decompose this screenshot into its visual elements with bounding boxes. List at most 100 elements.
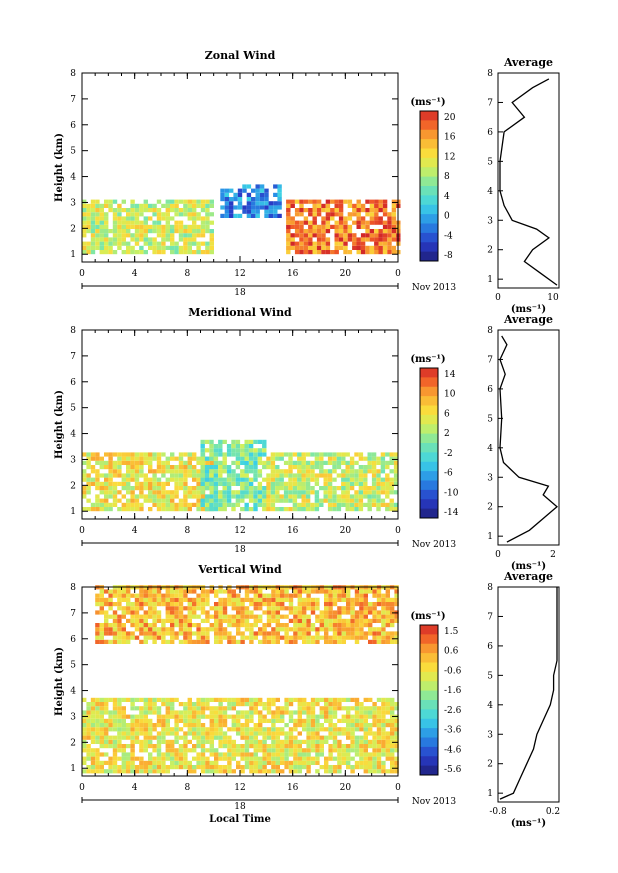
heatmap-cell <box>240 610 245 615</box>
heatmap-cell <box>359 723 364 728</box>
heatmap-cell <box>253 756 258 761</box>
heatmap-cell <box>156 494 162 499</box>
colorbar-swatch <box>420 690 438 701</box>
heatmap-cell <box>246 201 252 206</box>
heatmap-cell <box>200 752 206 757</box>
heatmap-cell <box>152 250 157 255</box>
heatmap-cell <box>130 473 135 478</box>
heatmap-cell <box>385 623 390 628</box>
heatmap-cell <box>385 618 390 623</box>
heatmap-cell <box>205 208 210 213</box>
heatmap-cell <box>165 769 170 774</box>
heatmap-cell <box>187 623 192 628</box>
heatmap-cell <box>205 748 210 753</box>
heatmap-cell <box>306 710 311 715</box>
heatmap-cell <box>319 710 324 715</box>
heatmap-cell <box>108 718 113 723</box>
heatmap-cell <box>262 748 267 753</box>
heatmap-cell <box>227 739 232 744</box>
heatmap-cell <box>139 714 144 719</box>
heatmap-cell <box>236 627 241 632</box>
avg-y-tick-label: 7 <box>487 355 493 365</box>
heatmap-cell <box>262 444 267 449</box>
heatmap-cell <box>237 188 243 193</box>
heatmap-cell <box>200 203 206 208</box>
heatmap-cell <box>315 702 320 707</box>
heatmap-cell <box>376 627 382 632</box>
heatmap-cell <box>356 199 361 204</box>
heatmap-cell <box>126 498 131 503</box>
heatmap-cell <box>358 507 364 512</box>
day-label: 18 <box>234 545 246 555</box>
heatmap-cell <box>174 614 179 619</box>
heatmap-cell <box>297 473 302 478</box>
heatmap-cell <box>290 203 295 208</box>
heatmap-cell <box>112 465 118 470</box>
heatmap-cell <box>112 614 118 619</box>
heatmap-cell <box>253 490 258 495</box>
heatmap-cell <box>306 627 311 632</box>
heatmap-cell <box>187 233 192 238</box>
x-axis-label: Local Time <box>209 814 271 825</box>
heatmap-cell <box>240 635 245 640</box>
heatmap-cell <box>231 469 236 474</box>
heatmap-cell <box>226 498 232 503</box>
heatmap-cell <box>222 456 227 461</box>
heatmap-cell <box>192 610 197 615</box>
heatmap-cell <box>393 502 399 507</box>
heatmap-cell <box>143 748 148 753</box>
heatmap-cell <box>374 212 379 217</box>
heatmap-cell <box>126 233 131 238</box>
heatmap-cell <box>117 748 122 753</box>
heatmap-cell <box>284 702 289 707</box>
heatmap-cell <box>314 460 320 465</box>
heatmap-cell <box>209 507 214 512</box>
heatmap-cell <box>170 473 175 478</box>
heatmap-cell <box>302 702 307 707</box>
heatmap-cell <box>218 718 223 723</box>
heatmap-cell <box>319 618 324 623</box>
heatmap-cell <box>192 229 197 234</box>
heatmap-cell <box>325 216 331 221</box>
heatmap-cell <box>347 229 353 234</box>
heatmap-cell <box>354 744 360 749</box>
heatmap-cell <box>86 212 91 217</box>
heatmap-cell <box>316 208 322 213</box>
heatmap-cell <box>178 208 184 213</box>
heatmap-cell <box>196 216 201 221</box>
heatmap-cell <box>200 456 205 461</box>
heatmap-cell <box>308 233 313 238</box>
heatmap-cell <box>259 192 265 197</box>
heatmap-cell <box>95 233 100 238</box>
heatmap-cell <box>192 631 197 636</box>
heatmap-cell <box>310 744 316 749</box>
heatmap-cell <box>385 460 390 465</box>
heatmap-cell <box>214 735 219 740</box>
heatmap-cell <box>325 229 331 234</box>
heatmap-cell <box>200 241 206 246</box>
heatmap-cell <box>170 589 175 594</box>
heatmap-cell <box>112 229 118 234</box>
heatmap-cell <box>187 769 192 774</box>
heatmap-cell <box>262 756 267 761</box>
heatmap-cell <box>381 735 386 740</box>
heatmap-cell <box>347 203 353 208</box>
heatmap-cell <box>86 748 91 753</box>
heatmap-cell <box>196 602 201 607</box>
heatmap-cell <box>381 752 386 757</box>
heatmap-cell <box>270 477 276 482</box>
heatmap-cell <box>112 618 118 623</box>
heatmap-cell <box>95 697 100 702</box>
x-tick-label: 0 <box>79 783 85 793</box>
heatmap-cell <box>341 610 346 615</box>
heatmap-cell <box>299 199 304 204</box>
heatmap-cell <box>368 714 373 719</box>
heatmap-cell <box>253 507 258 512</box>
heatmap-cell <box>315 697 320 702</box>
heatmap-cell <box>99 631 104 636</box>
heatmap-cell <box>381 639 386 644</box>
heatmap-cell <box>303 250 309 255</box>
heatmap-cell <box>277 205 282 210</box>
heatmap-cell <box>227 769 232 774</box>
heatmap-cell <box>240 752 245 757</box>
